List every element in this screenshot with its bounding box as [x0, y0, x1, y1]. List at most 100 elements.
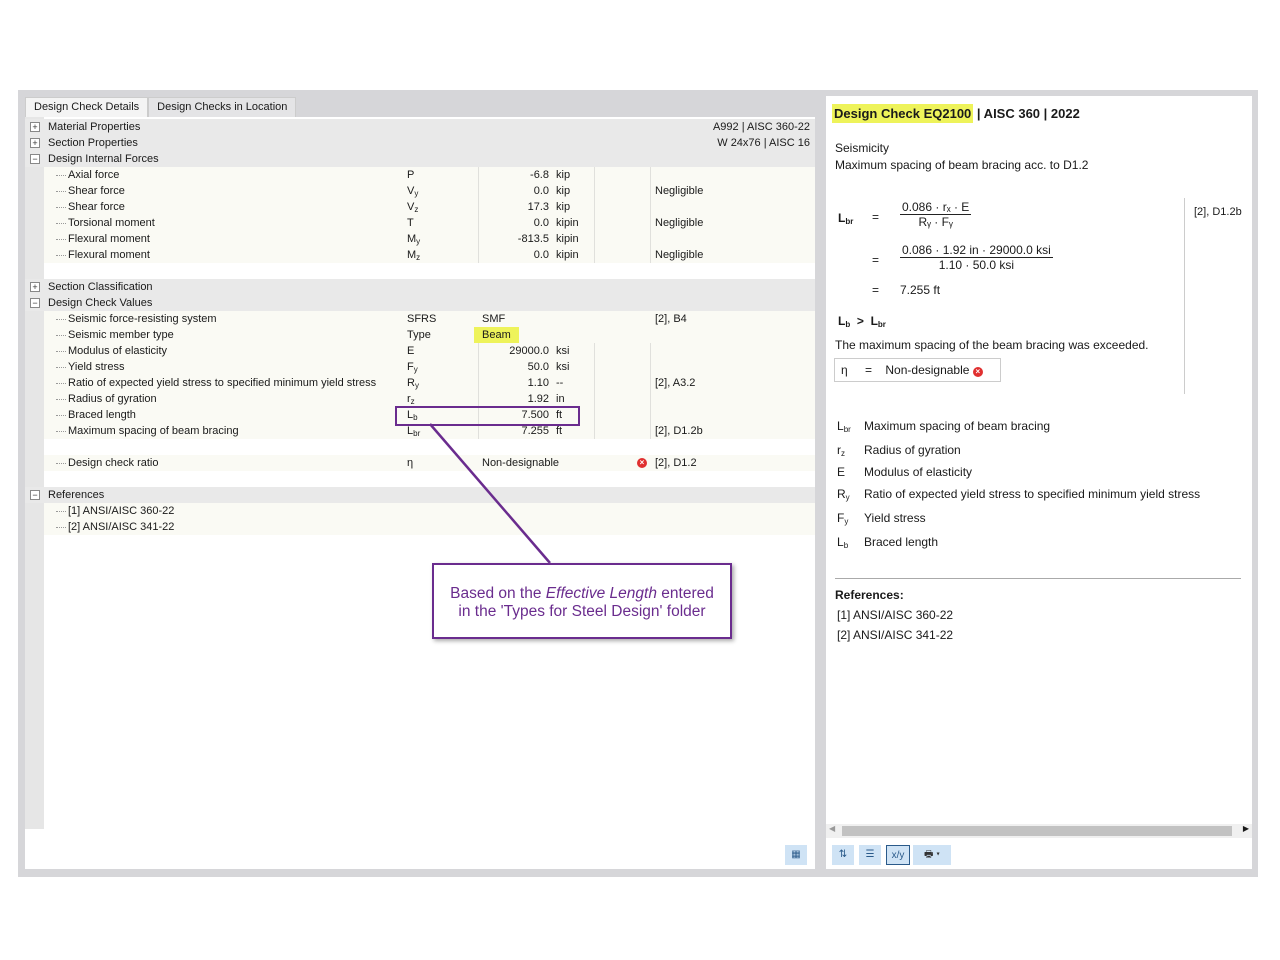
formula-fraction: 0.086 · rₓ · E Rᵧ · Fᵧ: [900, 200, 972, 229]
tree-group-classification[interactable]: + Section Classification: [25, 279, 815, 295]
equals-sign: =: [872, 283, 880, 297]
scroll-left-arrow-icon[interactable]: ◀: [829, 824, 836, 833]
row-unit: --: [556, 377, 564, 389]
column-divider: [594, 359, 595, 375]
symbol-base: T: [407, 217, 414, 229]
expand-icon[interactable]: +: [30, 282, 40, 292]
symbol: P: [407, 167, 414, 186]
row-value: Non-designable: [482, 457, 560, 469]
row-value: 1.10: [527, 377, 549, 389]
list-numbering-button[interactable]: ☰: [859, 845, 881, 865]
legend-symbol-base: r: [837, 443, 841, 457]
spacer-row: [44, 263, 815, 279]
tree-group-section[interactable]: + Section Properties W 24x76 | AISC 16: [25, 135, 815, 151]
ratio-result-box: η = Non-designable ×: [834, 358, 1001, 382]
expand-icon[interactable]: +: [30, 138, 40, 148]
row-label: Flexural moment: [68, 233, 150, 245]
callout-line: [429, 423, 551, 564]
error-icon: ×: [637, 458, 647, 468]
reference-item: [1] ANSI/AISC 360-22: [837, 608, 954, 622]
legend-symbol-base: L: [837, 419, 844, 433]
symbol: E: [407, 343, 414, 362]
collapse-icon[interactable]: −: [30, 490, 40, 500]
column-divider: [478, 167, 479, 183]
horizontal-scrollbar[interactable]: ◀ ▶: [826, 824, 1252, 838]
tree-group-forces[interactable]: − Design Internal Forces: [25, 151, 815, 167]
formula-display-button[interactable]: x/y: [886, 845, 910, 865]
symbol: Lb: [407, 407, 418, 426]
column-divider: [650, 359, 651, 375]
symbol: My: [407, 231, 420, 250]
symbol: η: [407, 457, 414, 469]
tab-design-checks-in-location[interactable]: Design Checks in Location: [148, 97, 297, 117]
tree-connector: [56, 175, 66, 176]
tree-connector: [56, 431, 66, 432]
symbol-subscript: z: [410, 397, 415, 406]
row-reference: [2], B4: [655, 313, 687, 325]
row-value: 1.92: [527, 393, 549, 405]
legend-symbol: Ry: [837, 487, 864, 502]
row-value: Beam: [474, 327, 519, 343]
row-label: Seismic force-resisting system: [68, 313, 217, 325]
legend-symbol-subscript: br: [843, 425, 851, 434]
legend-symbol: E: [837, 465, 864, 480]
check-title-highlight: Design Check EQ2100: [832, 104, 974, 123]
legend-item: rz Radius of gyration: [837, 443, 961, 458]
legend-text: Radius of gyration: [864, 443, 961, 457]
spacer-row: [44, 471, 815, 487]
collapse-icon[interactable]: −: [30, 154, 40, 164]
row-unit: kipin: [556, 217, 579, 229]
column-divider: [594, 167, 595, 183]
row-label: Yield stress: [68, 361, 125, 373]
comparison: Lb > Lbr: [838, 314, 886, 329]
column-divider: [478, 183, 479, 199]
table-row: Shear force Vz 17.3 kip: [44, 199, 815, 215]
row-value: -813.5: [517, 233, 549, 245]
row-label: Torsional moment: [68, 217, 155, 229]
tree-connector: [56, 415, 66, 416]
row-value: SMF: [482, 313, 506, 325]
legend-symbol: rz: [837, 443, 864, 458]
column-divider: [478, 199, 479, 215]
scroll-right-arrow-icon[interactable]: ▶: [1242, 824, 1249, 833]
tree-group-material[interactable]: + Material Properties A992 | AISC 360-22: [25, 119, 815, 135]
scrollbar-thumb[interactable]: [842, 826, 1232, 836]
column-divider: [594, 199, 595, 215]
row-label: Shear force: [68, 185, 125, 197]
check-category: Seismicity: [835, 141, 890, 155]
legend-item: Ry Ratio of expected yield stress to spec…: [837, 487, 1200, 502]
legend-symbol-base: L: [837, 535, 844, 549]
conclusion-text: The maximum spacing of the beam bracing …: [835, 338, 1149, 352]
tree-group-check_values[interactable]: − Design Check Values: [25, 295, 815, 311]
numeric-fraction: 0.086 · 1.92 in · 29000.0 ksi 1.10 · 50.…: [900, 243, 1053, 272]
table-row: Radius of gyration rz 1.92 in: [44, 391, 815, 407]
references-divider: [835, 578, 1241, 579]
symbol-subscript: y: [414, 381, 419, 390]
check-detail-panel: Design Check EQ2100 | AISC 360 | 2022 Se…: [826, 96, 1252, 869]
formula-denominator: Rᵧ · Fᵧ: [918, 215, 953, 229]
row-label: Ratio of expected yield stress to specif…: [68, 377, 377, 389]
callout-text-end: entered: [656, 585, 714, 602]
legend-symbol-subscript: b: [843, 541, 849, 550]
tab-design-check-details[interactable]: Design Check Details: [25, 97, 149, 117]
legend-symbol-base: R: [837, 487, 846, 501]
check-description: Maximum spacing of beam bracing acc. to …: [835, 158, 1089, 172]
column-divider: [650, 375, 651, 391]
legend-text: Braced length: [864, 535, 939, 549]
collapse-icon[interactable]: −: [30, 298, 40, 308]
expand-icon[interactable]: +: [30, 122, 40, 132]
column-divider: [650, 199, 651, 215]
row-value: 7.255: [521, 425, 549, 437]
column-divider: [650, 423, 651, 439]
sync-view-button[interactable]: ⇅: [832, 845, 854, 865]
symbol-base: SFRS: [407, 313, 437, 325]
export-excel-button[interactable]: ▦: [785, 845, 807, 865]
greater-than: >: [856, 314, 864, 328]
print-button[interactable]: 🖶 ▾: [913, 845, 951, 865]
symbol-base: V: [407, 185, 415, 197]
table-row: Yield stress Fy 50.0 ksi: [44, 359, 815, 375]
tree-connector: [56, 239, 66, 240]
symbol-base: M: [407, 249, 417, 261]
row-value: -6.8: [530, 169, 549, 181]
tree-group-references[interactable]: − References: [25, 487, 815, 503]
